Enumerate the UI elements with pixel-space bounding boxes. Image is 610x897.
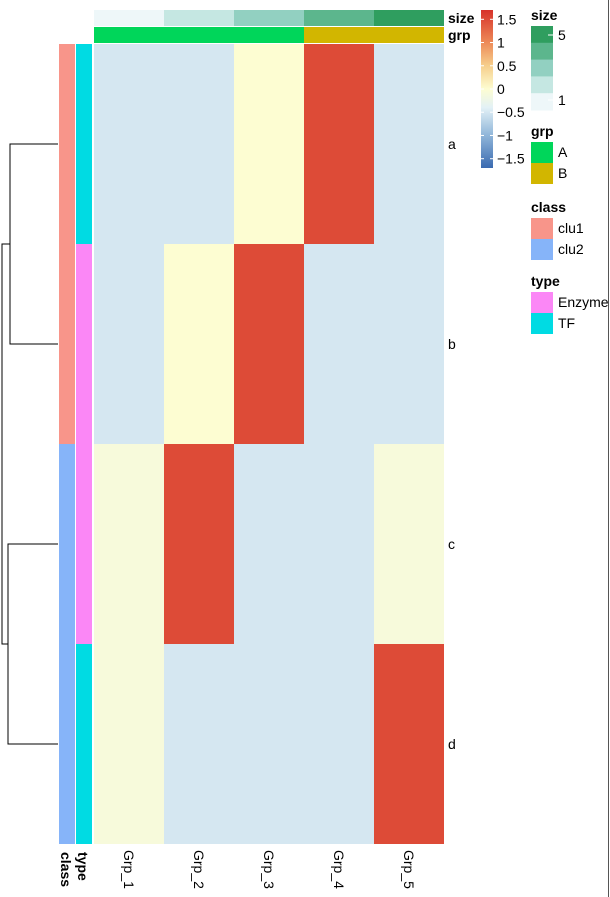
- legend-grp-label-A: A: [558, 144, 568, 160]
- size-annotation-Grp_2: [164, 10, 234, 26]
- size-legend-segment-4: [531, 93, 553, 111]
- heatmap-cell-b-Grp_5: [374, 244, 444, 444]
- colorbar-tick-label-2: 0.5: [497, 58, 517, 74]
- column-label-Grp_2: Grp_2: [191, 850, 207, 889]
- size-legend-segment-3: [531, 76, 553, 94]
- size-legend-segment-1: [531, 42, 553, 61]
- type-annotation-d: [76, 644, 92, 844]
- heatmap-cell-c-Grp_1: [94, 444, 164, 644]
- size-annotation-Grp_3: [234, 10, 304, 26]
- legend-type-label-Enzyme: Enzyme: [558, 294, 609, 310]
- class-annotation-b: [59, 244, 75, 444]
- grp-annotation-Grp_1: [94, 27, 164, 43]
- row-label-b: b: [448, 336, 456, 352]
- grp-annotation-Grp_2: [164, 27, 234, 43]
- colorbar-tick-label-1: 1: [497, 35, 505, 51]
- legend-title-size: size: [531, 7, 558, 23]
- size-annotation-Grp_1: [94, 10, 164, 26]
- heatmap-cell-a-Grp_1: [94, 44, 164, 244]
- type-annotation-label: type: [75, 852, 91, 881]
- heatmap-cell-a-Grp_4: [304, 44, 374, 244]
- heatmap-cell-c-Grp_5: [374, 444, 444, 644]
- column-label-Grp_3: Grp_3: [261, 850, 277, 889]
- colorbar-tick-label-0: 1.5: [497, 11, 517, 27]
- heatmap-cell-b-Grp_1: [94, 244, 164, 444]
- legend-type-label-TF: TF: [558, 315, 575, 331]
- column-label-Grp_5: Grp_5: [401, 850, 417, 889]
- heatmap-cell-a-Grp_2: [164, 44, 234, 244]
- heatmap-cell-b-Grp_4: [304, 244, 374, 444]
- class-annotation-label: class: [58, 852, 74, 887]
- size-legend-label-min: 1: [558, 92, 566, 108]
- column-label-Grp_4: Grp_4: [331, 850, 347, 889]
- type-annotation-a: [76, 44, 92, 244]
- row-label-a: a: [448, 136, 456, 152]
- type-annotation-b: [76, 244, 92, 444]
- size-legend-label-max: 5: [558, 27, 566, 43]
- dendrogram-branch-cd: [7, 543, 58, 745]
- class-annotation-d: [59, 644, 75, 844]
- heatmap-cell-a-Grp_3: [234, 44, 304, 244]
- size-legend-segment-0: [531, 26, 553, 44]
- heatmap-cell-d-Grp_5: [374, 644, 444, 844]
- size-annotation-label: size: [448, 10, 475, 26]
- legend-type-swatch-Enzyme: [531, 292, 553, 313]
- heatmap-cell-c-Grp_4: [304, 444, 374, 644]
- legend-title-class: class: [531, 199, 566, 215]
- grp-annotation-Grp_3: [234, 27, 304, 43]
- heatmap-cell-d-Grp_4: [304, 644, 374, 844]
- heatmap-cell-c-Grp_2: [164, 444, 234, 644]
- heatmap-cell-c-Grp_3: [234, 444, 304, 644]
- size-annotation-Grp_4: [304, 10, 374, 26]
- legend-class-label-clu2: clu2: [558, 241, 584, 257]
- colorbar-tick-label-4: −0.5: [497, 104, 525, 120]
- legend-class-swatch-clu2: [531, 239, 553, 260]
- heatmap-cell-b-Grp_3: [234, 244, 304, 444]
- heatmap-cell-d-Grp_1: [94, 644, 164, 844]
- legend-grp-swatch-A: [531, 142, 553, 163]
- legend-grp-label-B: B: [558, 165, 567, 181]
- heatmap-cell-a-Grp_5: [374, 44, 444, 244]
- class-annotation-c: [59, 444, 75, 644]
- size-annotation-Grp_5: [374, 10, 444, 26]
- dendrogram-branch-root: [1, 243, 10, 645]
- right-border: [608, 0, 609, 897]
- class-annotation-a: [59, 44, 75, 244]
- size-legend-segment-2: [531, 59, 553, 77]
- legend-class-swatch-clu1: [531, 218, 553, 239]
- heatmap-cell-d-Grp_2: [164, 644, 234, 844]
- heatmap-cell-d-Grp_3: [234, 644, 304, 844]
- legend-type-swatch-TF: [531, 313, 553, 334]
- legend-title-type: type: [531, 273, 560, 289]
- legend-grp-swatch-B: [531, 163, 553, 184]
- grp-annotation-label: grp: [448, 27, 471, 43]
- type-annotation-c: [76, 444, 92, 644]
- row-label-c: c: [448, 536, 455, 552]
- dendrogram-branch-ab: [9, 143, 58, 345]
- legend-title-grp: grp: [531, 123, 554, 139]
- grp-annotation-Grp_5: [374, 27, 444, 43]
- grp-annotation-Grp_4: [304, 27, 374, 43]
- legend-class-label-clu1: clu1: [558, 220, 584, 236]
- colorbar: [481, 10, 493, 168]
- heatmap-cell-b-Grp_2: [164, 244, 234, 444]
- colorbar-tick-label-3: 0: [497, 81, 505, 97]
- column-label-Grp_1: Grp_1: [121, 850, 137, 889]
- colorbar-tick-label-5: −1: [497, 127, 513, 143]
- row-label-d: d: [448, 736, 456, 752]
- colorbar-tick-label-6: −1.5: [497, 151, 525, 167]
